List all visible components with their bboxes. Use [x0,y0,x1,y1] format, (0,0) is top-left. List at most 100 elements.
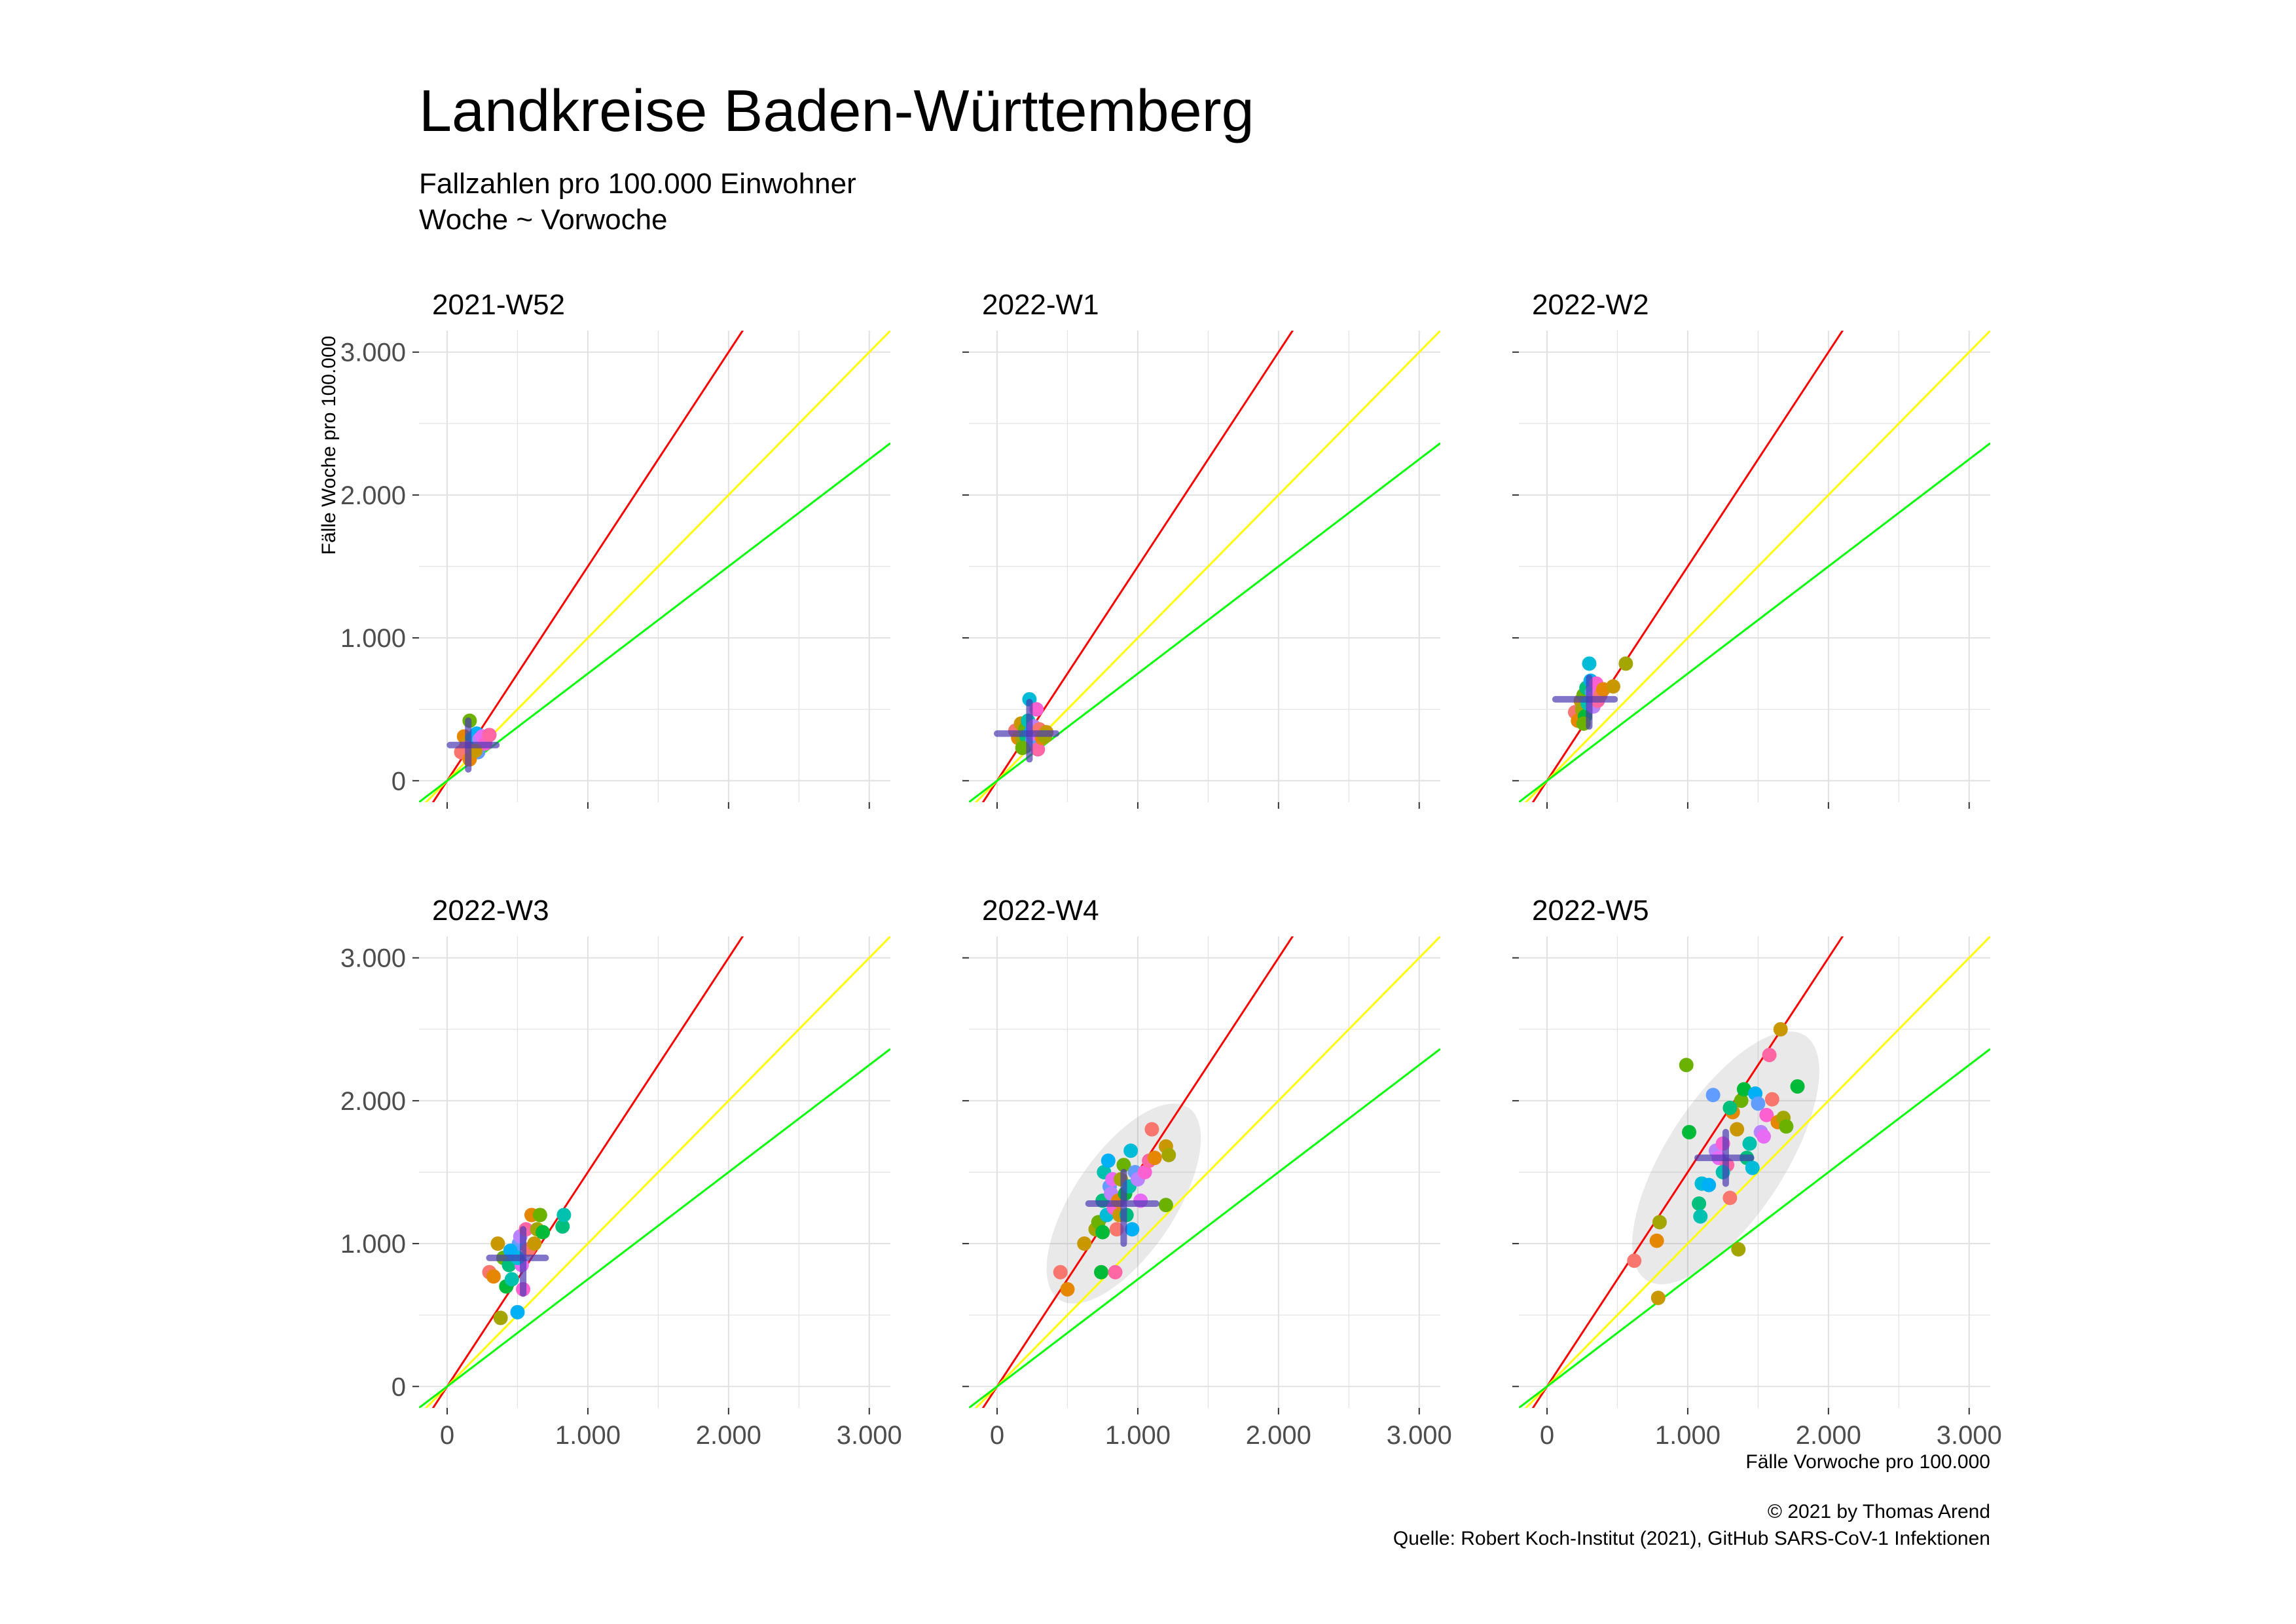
data-point [1015,741,1030,756]
data-point [1734,1093,1749,1108]
panel-content [419,331,890,802]
reference-line [1524,331,1990,802]
x-tick-label: 0 [990,1421,1004,1450]
data-point [1790,1079,1805,1094]
chart-subtitle-line-1: Fallzahlen pro 100.000 Einwohner [419,168,856,200]
x-tick-label: 2.000 [1796,1421,1861,1450]
y-tick-label: 2.000 [340,1087,406,1116]
data-point [1705,1088,1721,1103]
y-axis-label: Fälle Woche pro 100.000 [318,336,340,555]
data-point [1618,656,1633,671]
data-point [1123,1143,1139,1158]
data-point [1053,1264,1068,1280]
x-tick-label: 3.000 [1387,1421,1452,1450]
y-tick-label: 1.000 [340,1230,406,1259]
mean-cross [446,717,500,773]
data-point [504,1272,519,1287]
data-point [1137,1165,1152,1179]
data-point [1745,1160,1760,1175]
data-point [1693,1209,1708,1224]
y-tick-label: 1.000 [340,624,406,653]
facet-label: 2022-W4 [982,895,1099,927]
data-point [555,1219,570,1234]
mean-cross [486,1226,549,1297]
data-point [1101,1153,1116,1168]
x-tick-label: 2.000 [696,1421,761,1450]
data-point [1029,702,1044,717]
y-tick-label: 3.000 [340,339,406,367]
data-point [1030,742,1046,757]
data-point [1125,1222,1140,1237]
data-point [1094,1264,1109,1280]
data-point [1742,1136,1757,1151]
mean-cross [1085,1169,1159,1247]
x-tick-label: 2.000 [1246,1421,1311,1450]
y-tick-label: 3.000 [340,944,406,973]
data-point [1736,1082,1751,1097]
reference-line [431,936,744,1408]
facet-panel-2022-W2: 2022-W2 [1512,289,1990,809]
y-tick-label: 0 [392,767,406,796]
data-point [1702,1177,1717,1192]
data-point [1108,1264,1123,1280]
x-tick-label: 1.000 [555,1421,621,1450]
x-tick-label: 1.000 [1655,1421,1721,1450]
mean-cross [1694,1128,1755,1187]
facet-panel-2022-W3: 2022-W3 0 0 1.000 1.000 2.000 2.000 3.000 3.000 [340,895,902,1450]
panel-grid [1519,936,1990,1408]
facet-label: 2022-W2 [1532,289,1649,321]
facet-label: 2022-W1 [982,289,1099,321]
reference-line [424,936,890,1408]
y-tick-label: 0 [392,1373,406,1401]
data-point [1692,1196,1707,1211]
data-point [1627,1253,1642,1268]
panel-grid [969,331,1440,802]
data-point [1731,1242,1746,1257]
caption-source: Quelle: Robert Koch-Institut (2021), Git… [1393,1528,1990,1549]
data-point [527,1236,542,1251]
reference-line [419,1048,890,1408]
data-point [1650,1291,1666,1305]
data-point [536,1225,551,1240]
x-tick-label: 0 [1540,1421,1554,1450]
panel-content [419,936,890,1408]
data-point [1722,1100,1738,1115]
data-point [1759,1107,1774,1122]
data-point [556,1208,572,1223]
data-point [1779,1119,1794,1134]
facet-label: 2021-W52 [432,289,565,321]
chart-title: Landkreise Baden-Württemberg [419,79,1254,144]
data-point [1773,1022,1788,1037]
x-tick-label: 3.000 [837,1421,902,1450]
reference-line [981,936,1294,1408]
reference-line [1524,936,1990,1408]
data-point [1751,1096,1766,1111]
data-point [1606,679,1620,694]
data-point [1682,1124,1697,1139]
data-point [1762,1048,1777,1063]
reference-line [974,936,1440,1408]
data-point [1077,1236,1092,1251]
x-tick-label: 3.000 [1937,1421,2002,1450]
chart-subtitle-line-2: Woche ~ Vorwoche [419,204,668,236]
panel-content [1519,936,1990,1408]
reference-line [1519,442,1990,802]
facet-label: 2022-W3 [432,895,549,927]
reference-line [431,331,744,802]
facet-panels: 2021-W52 0 1.000 2.000 3.000 2022-W1 2022-W2 20… [340,289,2002,1450]
data-point [510,1304,525,1320]
data-point [1109,1222,1124,1237]
facet-label: 2022-W5 [1532,895,1649,927]
panel-content [969,936,1440,1408]
reference-line [1531,936,1844,1408]
caption-copyright: © 2021 by Thomas Arend [1768,1501,1990,1522]
data-point [1652,1215,1667,1230]
data-point [1582,656,1597,671]
x-tick-label: 1.000 [1105,1421,1171,1450]
facet-panel-2022-W5: 2022-W5 0 1.000 2.000 3.000 [1512,895,2002,1450]
reference-line [424,331,890,802]
y-tick-label: 2.000 [340,481,406,510]
facet-panel-2022-W1: 2022-W1 [962,289,1440,809]
data-point [1756,1129,1771,1144]
mean-cross [993,699,1060,763]
